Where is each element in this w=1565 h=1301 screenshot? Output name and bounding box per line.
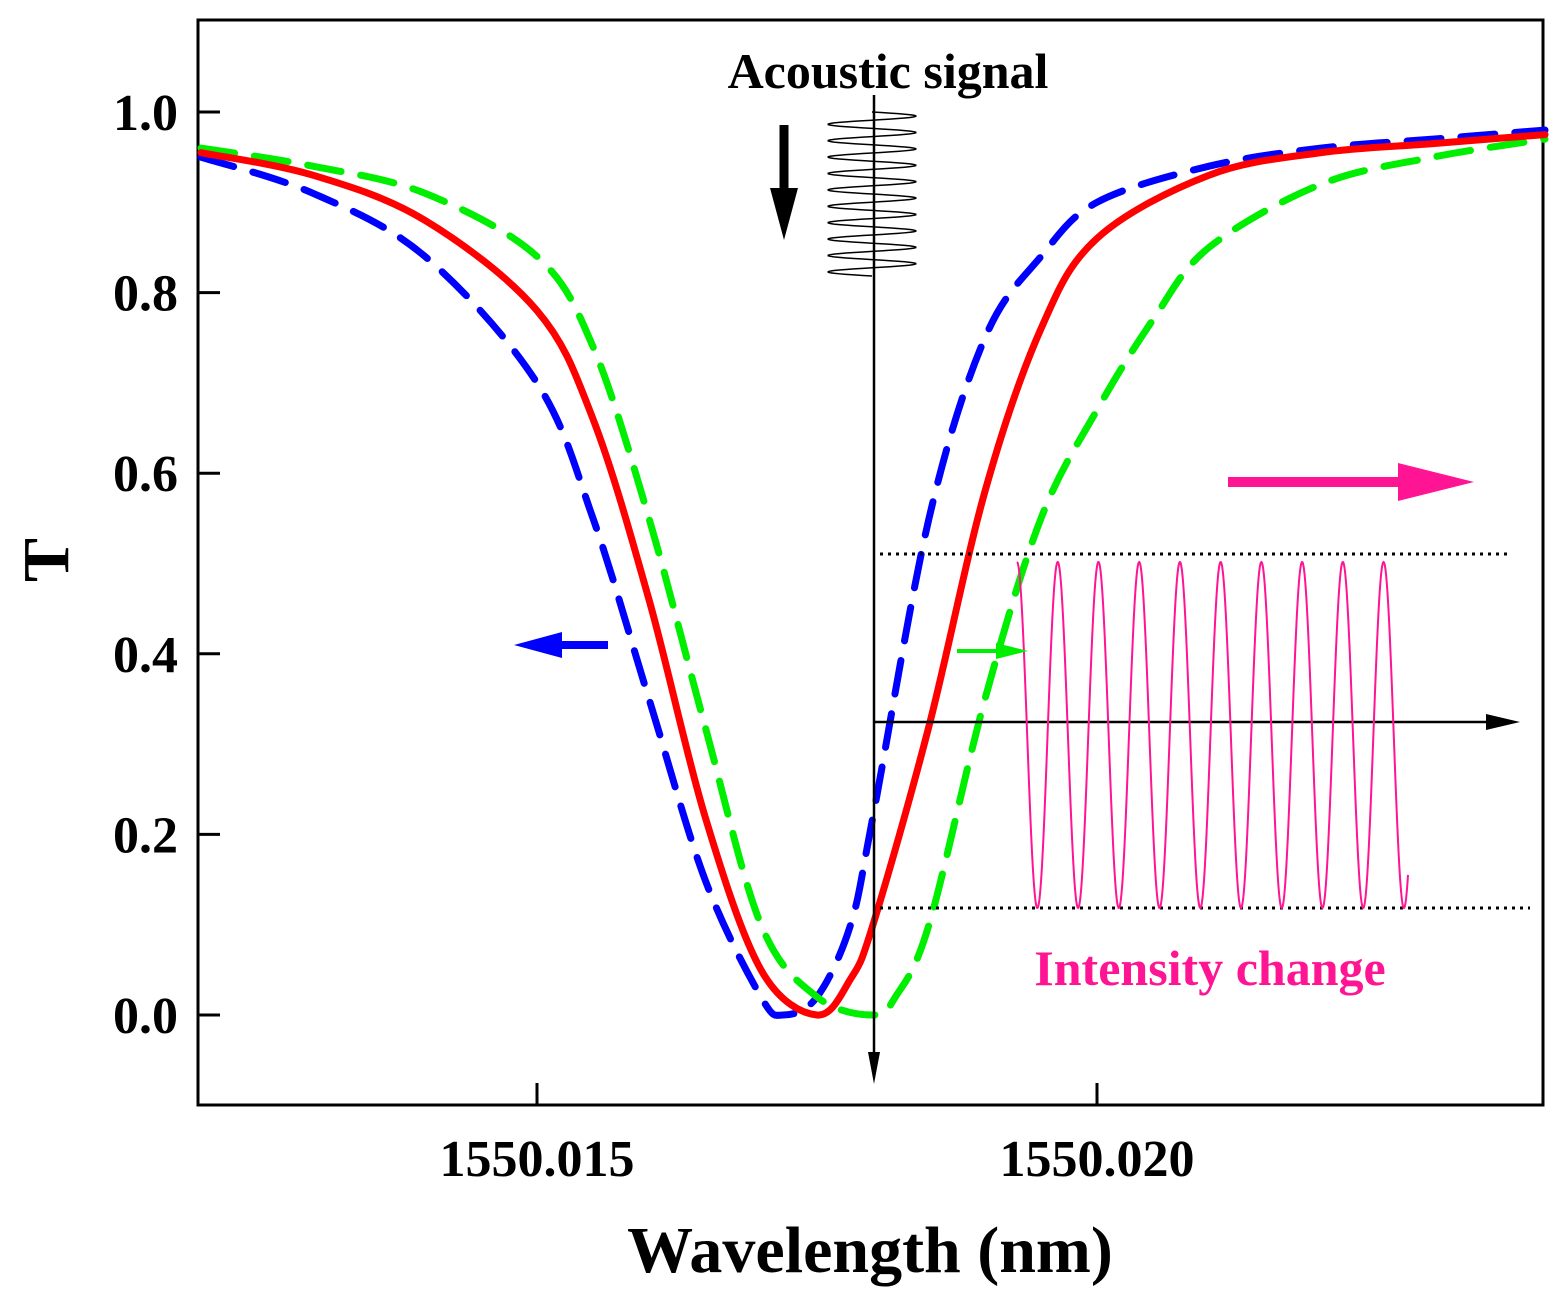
intensity-wave xyxy=(1016,560,1409,910)
blue-arrow-head xyxy=(514,632,562,658)
curves xyxy=(197,126,1549,1019)
y-tick-label: 0.0 xyxy=(113,988,178,1045)
axis-ticks xyxy=(198,110,1099,1105)
acoustic-signal-wave xyxy=(827,111,917,277)
x-axis-title: Wavelength (nm) xyxy=(627,1214,1113,1287)
y-axis-title: T xyxy=(10,538,83,582)
y-tick-label: 0.6 xyxy=(113,446,178,503)
axis-tick-labels: 1550.015 1550.020 0.0 0.2 0.4 0.6 0.8 1.0 xyxy=(113,85,1195,1188)
series-line-0 xyxy=(197,126,1549,1019)
y-tick-label: 0.2 xyxy=(113,807,178,864)
acoustic-axis-arrowhead xyxy=(868,1052,880,1084)
y-tick-label: 1.0 xyxy=(113,85,178,142)
acoustic-arrow-head xyxy=(770,188,798,240)
intensity-change-label: Intensity change xyxy=(1034,940,1385,996)
x-tick-label: 1550.015 xyxy=(440,1131,635,1188)
intensity-axis-arrowhead xyxy=(1486,714,1520,730)
acoustic-signal-label: Acoustic signal xyxy=(728,43,1049,99)
series-line-1 xyxy=(197,131,1549,1019)
magenta-arrow-head xyxy=(1398,463,1474,501)
y-tick-label: 0.4 xyxy=(113,627,178,684)
x-tick-label: 1550.020 xyxy=(1000,1131,1195,1188)
y-tick-label: 0.8 xyxy=(113,266,178,323)
plot-frame xyxy=(196,18,1545,1107)
series-line-2 xyxy=(197,135,1549,1019)
green-arrow-head xyxy=(996,643,1028,659)
overlay xyxy=(514,95,1530,1084)
